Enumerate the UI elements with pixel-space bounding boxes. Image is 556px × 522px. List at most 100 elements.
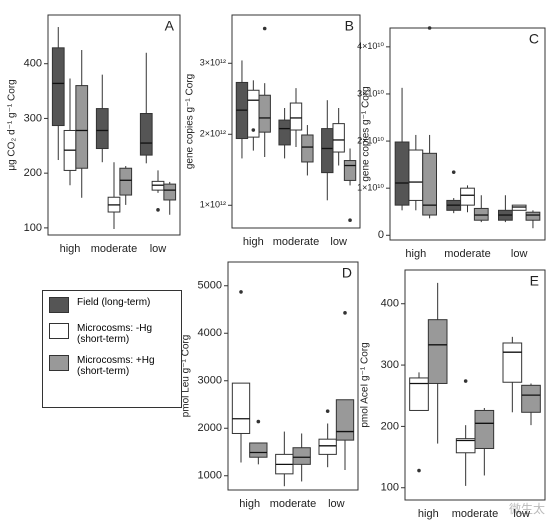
plot-frame — [389, 27, 546, 241]
x-tick-label: high — [239, 498, 260, 510]
y-tick-label: 5000 — [198, 280, 222, 292]
outlier — [251, 128, 256, 132]
box — [321, 128, 334, 174]
plot-frame — [404, 269, 546, 501]
y-tick-label: 3×10¹² — [200, 58, 226, 68]
y-tick-label: 200 — [381, 420, 399, 432]
x-tick-label: moderate — [452, 508, 498, 520]
outlier — [239, 290, 243, 294]
x-tick-label: high — [243, 236, 264, 248]
outlier — [343, 311, 347, 315]
box — [231, 382, 251, 434]
box — [163, 183, 177, 201]
box — [525, 211, 541, 221]
y-tick-label: 4000 — [198, 327, 222, 339]
y-tick-label: 200 — [24, 167, 42, 179]
y-tick-label: 1×10¹² — [200, 200, 226, 210]
box — [289, 102, 303, 131]
legend-item: Microcosms: +Hg (short-term) — [49, 355, 175, 377]
box — [427, 319, 448, 384]
y-tick-label: 400 — [24, 58, 42, 70]
box — [139, 113, 153, 156]
outlier — [427, 26, 432, 30]
x-tick-label: low — [150, 243, 167, 255]
panel-label: C — [529, 31, 539, 47]
box — [95, 108, 109, 150]
y-tick-label: 3000 — [198, 375, 222, 387]
box — [249, 442, 268, 458]
x-tick-label: moderate — [273, 236, 319, 248]
y-axis-label: gene copies g⁻¹ Corg — [361, 86, 372, 181]
box — [474, 409, 495, 449]
x-tick-label: low — [328, 498, 345, 510]
box — [75, 85, 89, 169]
y-tick-label: 4×10¹⁰ — [357, 41, 384, 51]
box — [408, 149, 424, 201]
outlier — [417, 468, 421, 473]
outlier — [463, 379, 468, 383]
x-tick-label: low — [330, 236, 347, 248]
y-tick-label: 400 — [381, 298, 399, 310]
y-tick-label: 100 — [381, 482, 399, 494]
y-tick-label: 100 — [24, 222, 42, 234]
x-tick-label: moderate — [91, 243, 137, 255]
y-tick-label: 1×10¹⁰ — [357, 183, 384, 193]
box — [502, 342, 523, 383]
x-tick-label: high — [418, 508, 439, 520]
box — [460, 187, 475, 206]
y-tick-label: 300 — [24, 112, 42, 124]
y-axis-label: pmol Leu g⁻¹ Corg — [181, 335, 192, 418]
outlier — [262, 26, 267, 31]
legend-swatch — [49, 355, 69, 371]
legend-label: Microcosms: -Hg (short-term) — [77, 323, 153, 345]
legend-label: Field (long-term) — [77, 297, 151, 308]
box — [278, 119, 291, 146]
outlier — [325, 409, 330, 413]
plot-frame — [231, 14, 361, 229]
panel-label: D — [342, 265, 352, 281]
panel-label: E — [530, 273, 539, 289]
y-axis-label: μg CO₂ d⁻¹ g⁻¹ Corg — [7, 79, 18, 170]
watermark: 微生太 — [509, 501, 545, 516]
legend: Field (long-term) Microcosms: -Hg (short-… — [42, 290, 182, 408]
x-tick-label: high — [60, 243, 81, 255]
y-tick-label: 2×10¹² — [200, 129, 226, 139]
legend-item: Microcosms: -Hg (short-term) — [49, 323, 175, 345]
y-tick-label: 1000 — [198, 470, 222, 482]
y-tick-label: 2×10¹⁰ — [357, 135, 384, 145]
plot-frame — [47, 14, 181, 236]
legend-label: Microcosms: +Hg (short-term) — [77, 355, 155, 377]
box — [258, 94, 271, 133]
panel-label: B — [345, 18, 354, 34]
legend-swatch — [49, 297, 69, 313]
outlier — [156, 208, 160, 212]
x-tick-label: moderate — [270, 498, 316, 510]
box — [343, 160, 357, 181]
outlier — [451, 170, 456, 174]
outlier — [256, 419, 261, 424]
legend-swatch — [49, 323, 69, 339]
y-tick-label: 300 — [381, 359, 399, 371]
box — [422, 152, 438, 216]
y-axis-label: pmol AceI g⁻¹ Corg — [360, 342, 371, 427]
y-tick-label: 3×10¹⁰ — [357, 88, 384, 98]
panel-label: A — [165, 18, 175, 34]
box — [318, 438, 337, 455]
x-tick-label: low — [511, 248, 528, 260]
y-tick-label: 0 — [378, 229, 384, 241]
box — [394, 141, 410, 206]
box — [51, 47, 65, 127]
box — [521, 384, 541, 413]
x-tick-label: high — [405, 248, 426, 260]
box — [409, 377, 429, 411]
outlier — [348, 218, 352, 222]
plot-frame — [227, 261, 359, 491]
x-tick-label: low — [513, 508, 530, 520]
box — [473, 207, 489, 221]
box — [301, 134, 314, 163]
x-tick-label: moderate — [444, 248, 490, 260]
box — [292, 447, 311, 465]
box — [511, 204, 527, 211]
